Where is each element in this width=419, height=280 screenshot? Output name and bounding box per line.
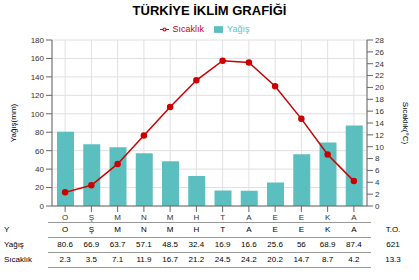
html-text:T: T xyxy=(220,225,226,234)
svg-text:A: A xyxy=(246,213,252,222)
html-text:A: A xyxy=(246,225,252,234)
html-text:N: N xyxy=(141,225,147,234)
html-text:11.9: 11.9 xyxy=(136,255,152,264)
svg-text:Ş: Ş xyxy=(89,213,94,222)
html-text:25.6: 25.6 xyxy=(267,240,283,249)
svg-text:E: E xyxy=(299,213,304,222)
html-text:H: H xyxy=(193,225,200,234)
html-text:14.7: 14.7 xyxy=(293,255,310,264)
html-text:621: 621 xyxy=(386,240,400,249)
html-text:TÜRKİYE İKLİM GRAFİĞİ: TÜRKİYE İKLİM GRAFİĞİ xyxy=(132,3,287,18)
svg-text:20: 20 xyxy=(375,83,384,92)
html-text:8.7: 8.7 xyxy=(322,255,334,264)
svg-text:Yağış(mm): Yağış(mm) xyxy=(9,103,18,142)
html-text:Yağış: Yağış xyxy=(227,24,250,34)
svg-text:A: A xyxy=(351,213,357,222)
html-text:4.2: 4.2 xyxy=(348,255,360,264)
svg-text:H: H xyxy=(193,213,199,222)
svg-text:K: K xyxy=(325,213,331,222)
html-text:Ş: Ş xyxy=(88,225,94,234)
svg-text:120: 120 xyxy=(31,91,45,100)
html-text:O: O xyxy=(62,225,69,234)
html-text:7.1: 7.1 xyxy=(112,255,124,264)
html-text:2.3: 2.3 xyxy=(59,255,71,264)
svg-text:40: 40 xyxy=(35,165,44,174)
html-text:3.5: 3.5 xyxy=(85,255,97,264)
svg-text:28: 28 xyxy=(375,36,384,45)
html-text:24.2: 24.2 xyxy=(241,255,257,264)
html-text:68.9: 68.9 xyxy=(319,240,336,249)
svg-text:E: E xyxy=(272,213,277,222)
svg-text:18: 18 xyxy=(375,95,384,104)
html-text:E: E xyxy=(298,225,304,234)
svg-text:60: 60 xyxy=(35,147,44,156)
svg-text:14: 14 xyxy=(375,119,384,128)
svg-text:16: 16 xyxy=(375,107,384,116)
html-text:T.O.: T.O. xyxy=(385,225,401,234)
svg-text:2: 2 xyxy=(375,190,380,199)
html-text:16.7: 16.7 xyxy=(162,255,178,264)
svg-text:100: 100 xyxy=(31,110,45,119)
svg-text:20: 20 xyxy=(35,183,44,192)
svg-text:8: 8 xyxy=(375,154,380,163)
html-text:56: 56 xyxy=(296,240,306,249)
html-text:M: M xyxy=(114,225,121,234)
svg-text:160: 160 xyxy=(31,54,45,63)
html-text:32.4: 32.4 xyxy=(188,240,205,249)
html-text:20.2: 20.2 xyxy=(267,255,283,264)
svg-text:M: M xyxy=(167,213,174,222)
html-text:Sıcaklık: Sıcaklık xyxy=(4,255,32,264)
html-text:48.5: 48.5 xyxy=(162,240,178,249)
html-text:Y: Y xyxy=(4,225,10,234)
html-text:K: K xyxy=(325,225,331,234)
svg-text:180: 180 xyxy=(31,36,45,45)
html-text:24.5: 24.5 xyxy=(214,255,231,264)
html-text:63.7: 63.7 xyxy=(109,240,126,249)
svg-text:26: 26 xyxy=(375,48,384,57)
svg-text:0: 0 xyxy=(375,202,380,211)
svg-text:22: 22 xyxy=(375,71,384,80)
html-text:16.6: 16.6 xyxy=(241,240,257,249)
html-text:Yağış: Yağış xyxy=(4,240,24,249)
svg-text:12: 12 xyxy=(375,131,384,140)
html-text:80.6: 80.6 xyxy=(57,240,73,249)
html-text:E: E xyxy=(272,225,278,234)
svg-text:Sıcaklık(°C): Sıcaklık(°C) xyxy=(401,102,410,145)
svg-text:O: O xyxy=(62,213,68,222)
svg-text:M: M xyxy=(114,213,121,222)
svg-text:10: 10 xyxy=(375,143,384,152)
svg-text:N: N xyxy=(141,213,147,222)
svg-text:80: 80 xyxy=(35,128,44,137)
html-text:66.9: 66.9 xyxy=(83,240,100,249)
html-text:21.2: 21.2 xyxy=(188,255,205,264)
html-text:M: M xyxy=(166,225,174,234)
svg-text:4: 4 xyxy=(375,178,380,187)
html-text:Sıcaklık: Sıcaklık xyxy=(172,24,205,34)
html-text:A: A xyxy=(351,225,357,234)
svg-text:140: 140 xyxy=(31,73,45,82)
html-text:16.9: 16.9 xyxy=(214,240,231,249)
html-text:87.4: 87.4 xyxy=(346,240,362,249)
html-text:13.3: 13.3 xyxy=(385,255,401,264)
svg-text:T: T xyxy=(220,213,225,222)
svg-text:6: 6 xyxy=(375,166,380,175)
svg-text:0: 0 xyxy=(40,202,45,211)
svg-text:24: 24 xyxy=(375,60,384,69)
html-text:57.1: 57.1 xyxy=(136,240,152,249)
